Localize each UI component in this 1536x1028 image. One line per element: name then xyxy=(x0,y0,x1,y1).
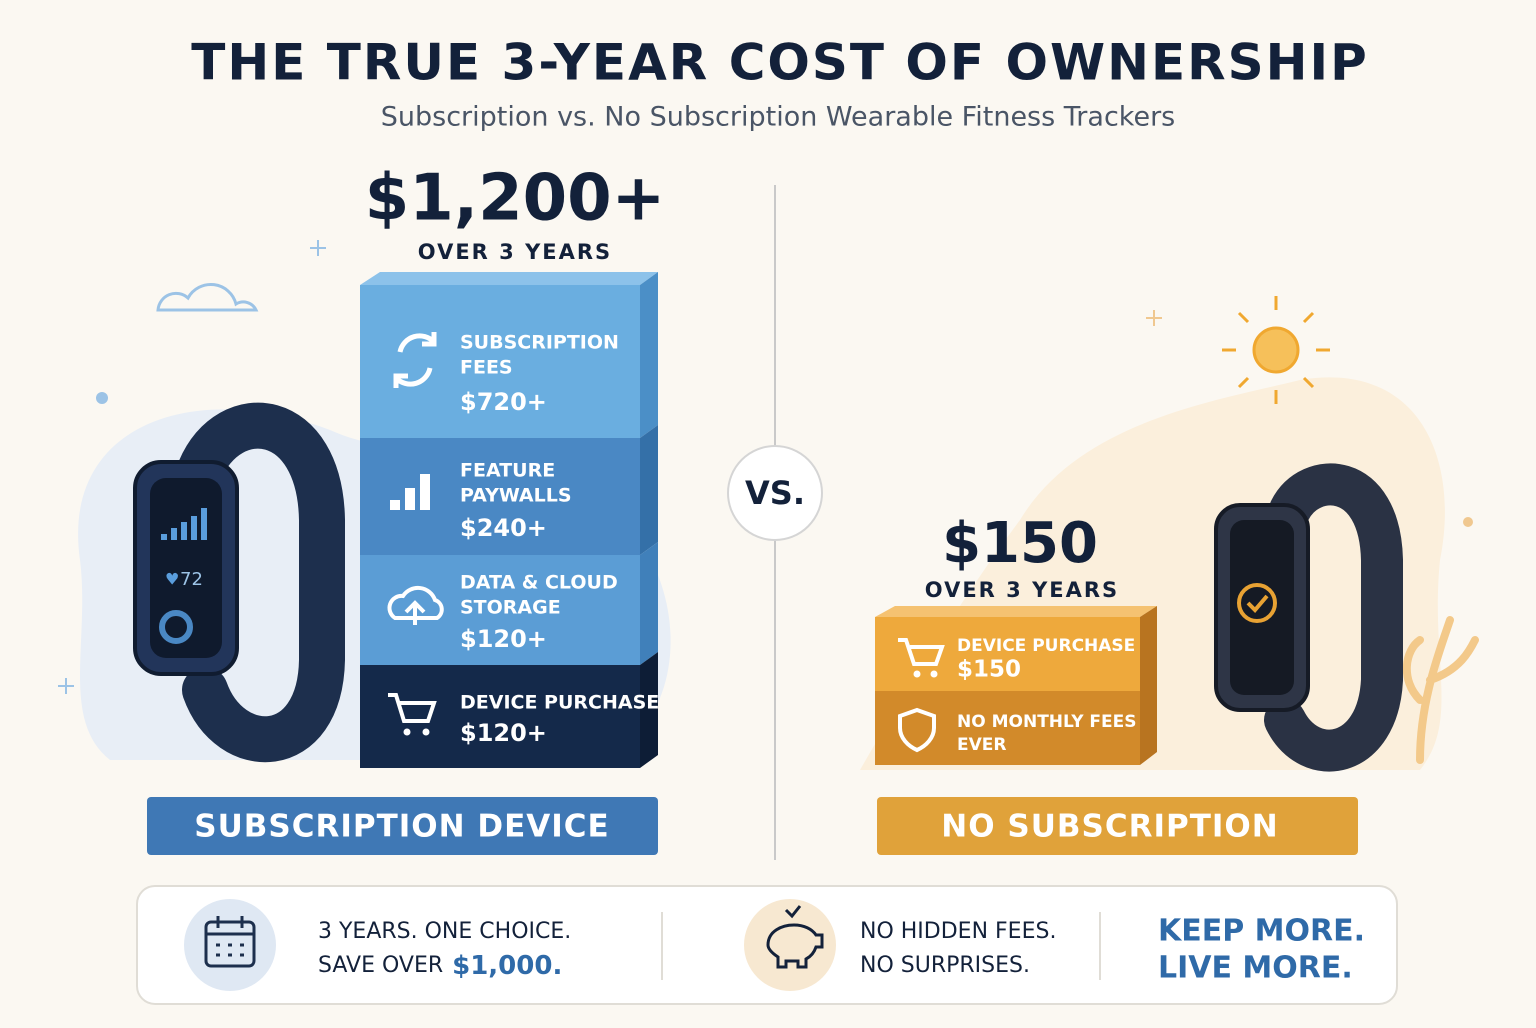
left-total: $1,200+ xyxy=(365,162,666,236)
calendar-detail xyxy=(206,916,254,957)
right-total: $150 xyxy=(942,511,1098,576)
right-label-band xyxy=(877,797,1358,855)
piggy-icon xyxy=(766,905,824,969)
check-ring xyxy=(1237,583,1277,623)
cloud-icon xyxy=(387,585,444,625)
band xyxy=(1264,463,1403,772)
block-amount: $120+ xyxy=(460,625,547,653)
block-amount: $240+ xyxy=(460,514,547,542)
block-side xyxy=(640,272,658,438)
vs-circle xyxy=(727,445,823,541)
block-label: DEVICE PURCHASE xyxy=(460,692,659,714)
piggy-circle xyxy=(744,899,836,991)
calendar-icon xyxy=(204,920,256,968)
ring xyxy=(159,610,193,644)
sun xyxy=(1252,326,1300,374)
block-label: STORAGE xyxy=(460,597,561,619)
heart: ♥ xyxy=(165,570,179,589)
cost-box: DEVICE PURCHASE $150 NO MONTHLY FEES EVE… xyxy=(875,606,1157,765)
cart-wheel xyxy=(422,728,430,736)
block-label: FEATURE xyxy=(460,460,555,482)
subtitle: Subscription vs. No Subscription Wearabl… xyxy=(381,102,1176,133)
block-label: DEVICE PURCHASE xyxy=(957,636,1135,656)
refresh-icon xyxy=(393,332,437,388)
sparkles xyxy=(58,240,326,694)
block-subscription xyxy=(360,285,640,438)
right-label: NO SUBSCRIPTION xyxy=(941,809,1278,845)
block-label: FEES xyxy=(460,357,513,379)
footer-line: NO HIDDEN FEES. xyxy=(860,919,1056,944)
left-total-caption: OVER 3 YEARS xyxy=(418,240,612,264)
shield-icon xyxy=(898,707,936,753)
cloud-decoration xyxy=(156,282,259,312)
footer-highlight: $1,000. xyxy=(452,951,562,981)
tracker-subscription: ♥ 72 xyxy=(133,402,345,763)
block-label: NO MONTHLY FEES xyxy=(957,712,1137,732)
footer-line: SAVE OVER $1,000. xyxy=(318,951,562,981)
left-label: SUBSCRIPTION DEVICE xyxy=(194,809,609,845)
slogan: KEEP MORE. xyxy=(1158,914,1365,949)
sun-rays xyxy=(1222,296,1330,404)
cost-stack: SUBSCRIPTION FEES $720+ FEATURE PAYWALLS… xyxy=(360,272,659,768)
block-amount: $120+ xyxy=(460,719,547,747)
slogan: LIVE MORE. xyxy=(1158,951,1353,986)
block-label: PAYWALLS xyxy=(460,485,572,507)
dot xyxy=(1463,517,1473,527)
screen xyxy=(1230,520,1294,695)
block-amount: $720+ xyxy=(460,388,547,416)
dot xyxy=(96,392,108,404)
left-label-band xyxy=(147,797,658,855)
band xyxy=(177,402,345,763)
sparkle xyxy=(1146,310,1162,326)
tracker-no-subscription xyxy=(1214,463,1403,772)
cart-icon xyxy=(388,693,437,723)
block-side xyxy=(640,652,658,768)
title: THE TRUE 3-YEAR COST OF OWNERSHIP xyxy=(191,34,1369,92)
block-label: SUBSCRIPTION xyxy=(460,332,619,354)
bars-icon xyxy=(390,474,430,510)
footer-line: NO SURPRISES. xyxy=(860,953,1030,978)
block-side xyxy=(640,425,658,555)
block-label: DATA & CLOUD xyxy=(460,572,618,594)
stack-top xyxy=(360,272,658,285)
right-total-caption: OVER 3 YEARS xyxy=(925,578,1119,602)
check xyxy=(1246,594,1269,613)
cart-icon xyxy=(898,638,945,666)
cart-wheel xyxy=(403,728,411,736)
heart-rate: 72 xyxy=(180,569,203,590)
bars-icon xyxy=(161,508,207,540)
block-side xyxy=(640,542,658,665)
block-device xyxy=(360,665,640,768)
cart-wheel xyxy=(913,670,921,678)
footer-line: 3 YEARS. ONE CHOICE. xyxy=(318,919,571,944)
block-label: EVER xyxy=(957,735,1006,755)
block-device xyxy=(875,617,1140,691)
footer-text: SAVE OVER xyxy=(318,953,443,978)
block-amount: $150 xyxy=(957,657,1021,683)
leaves xyxy=(1402,616,1479,764)
block-no-fees xyxy=(875,691,1140,765)
box-side xyxy=(1140,606,1157,765)
vs: VS. xyxy=(745,474,805,512)
cart-wheel xyxy=(930,670,938,678)
box-top xyxy=(875,606,1157,617)
